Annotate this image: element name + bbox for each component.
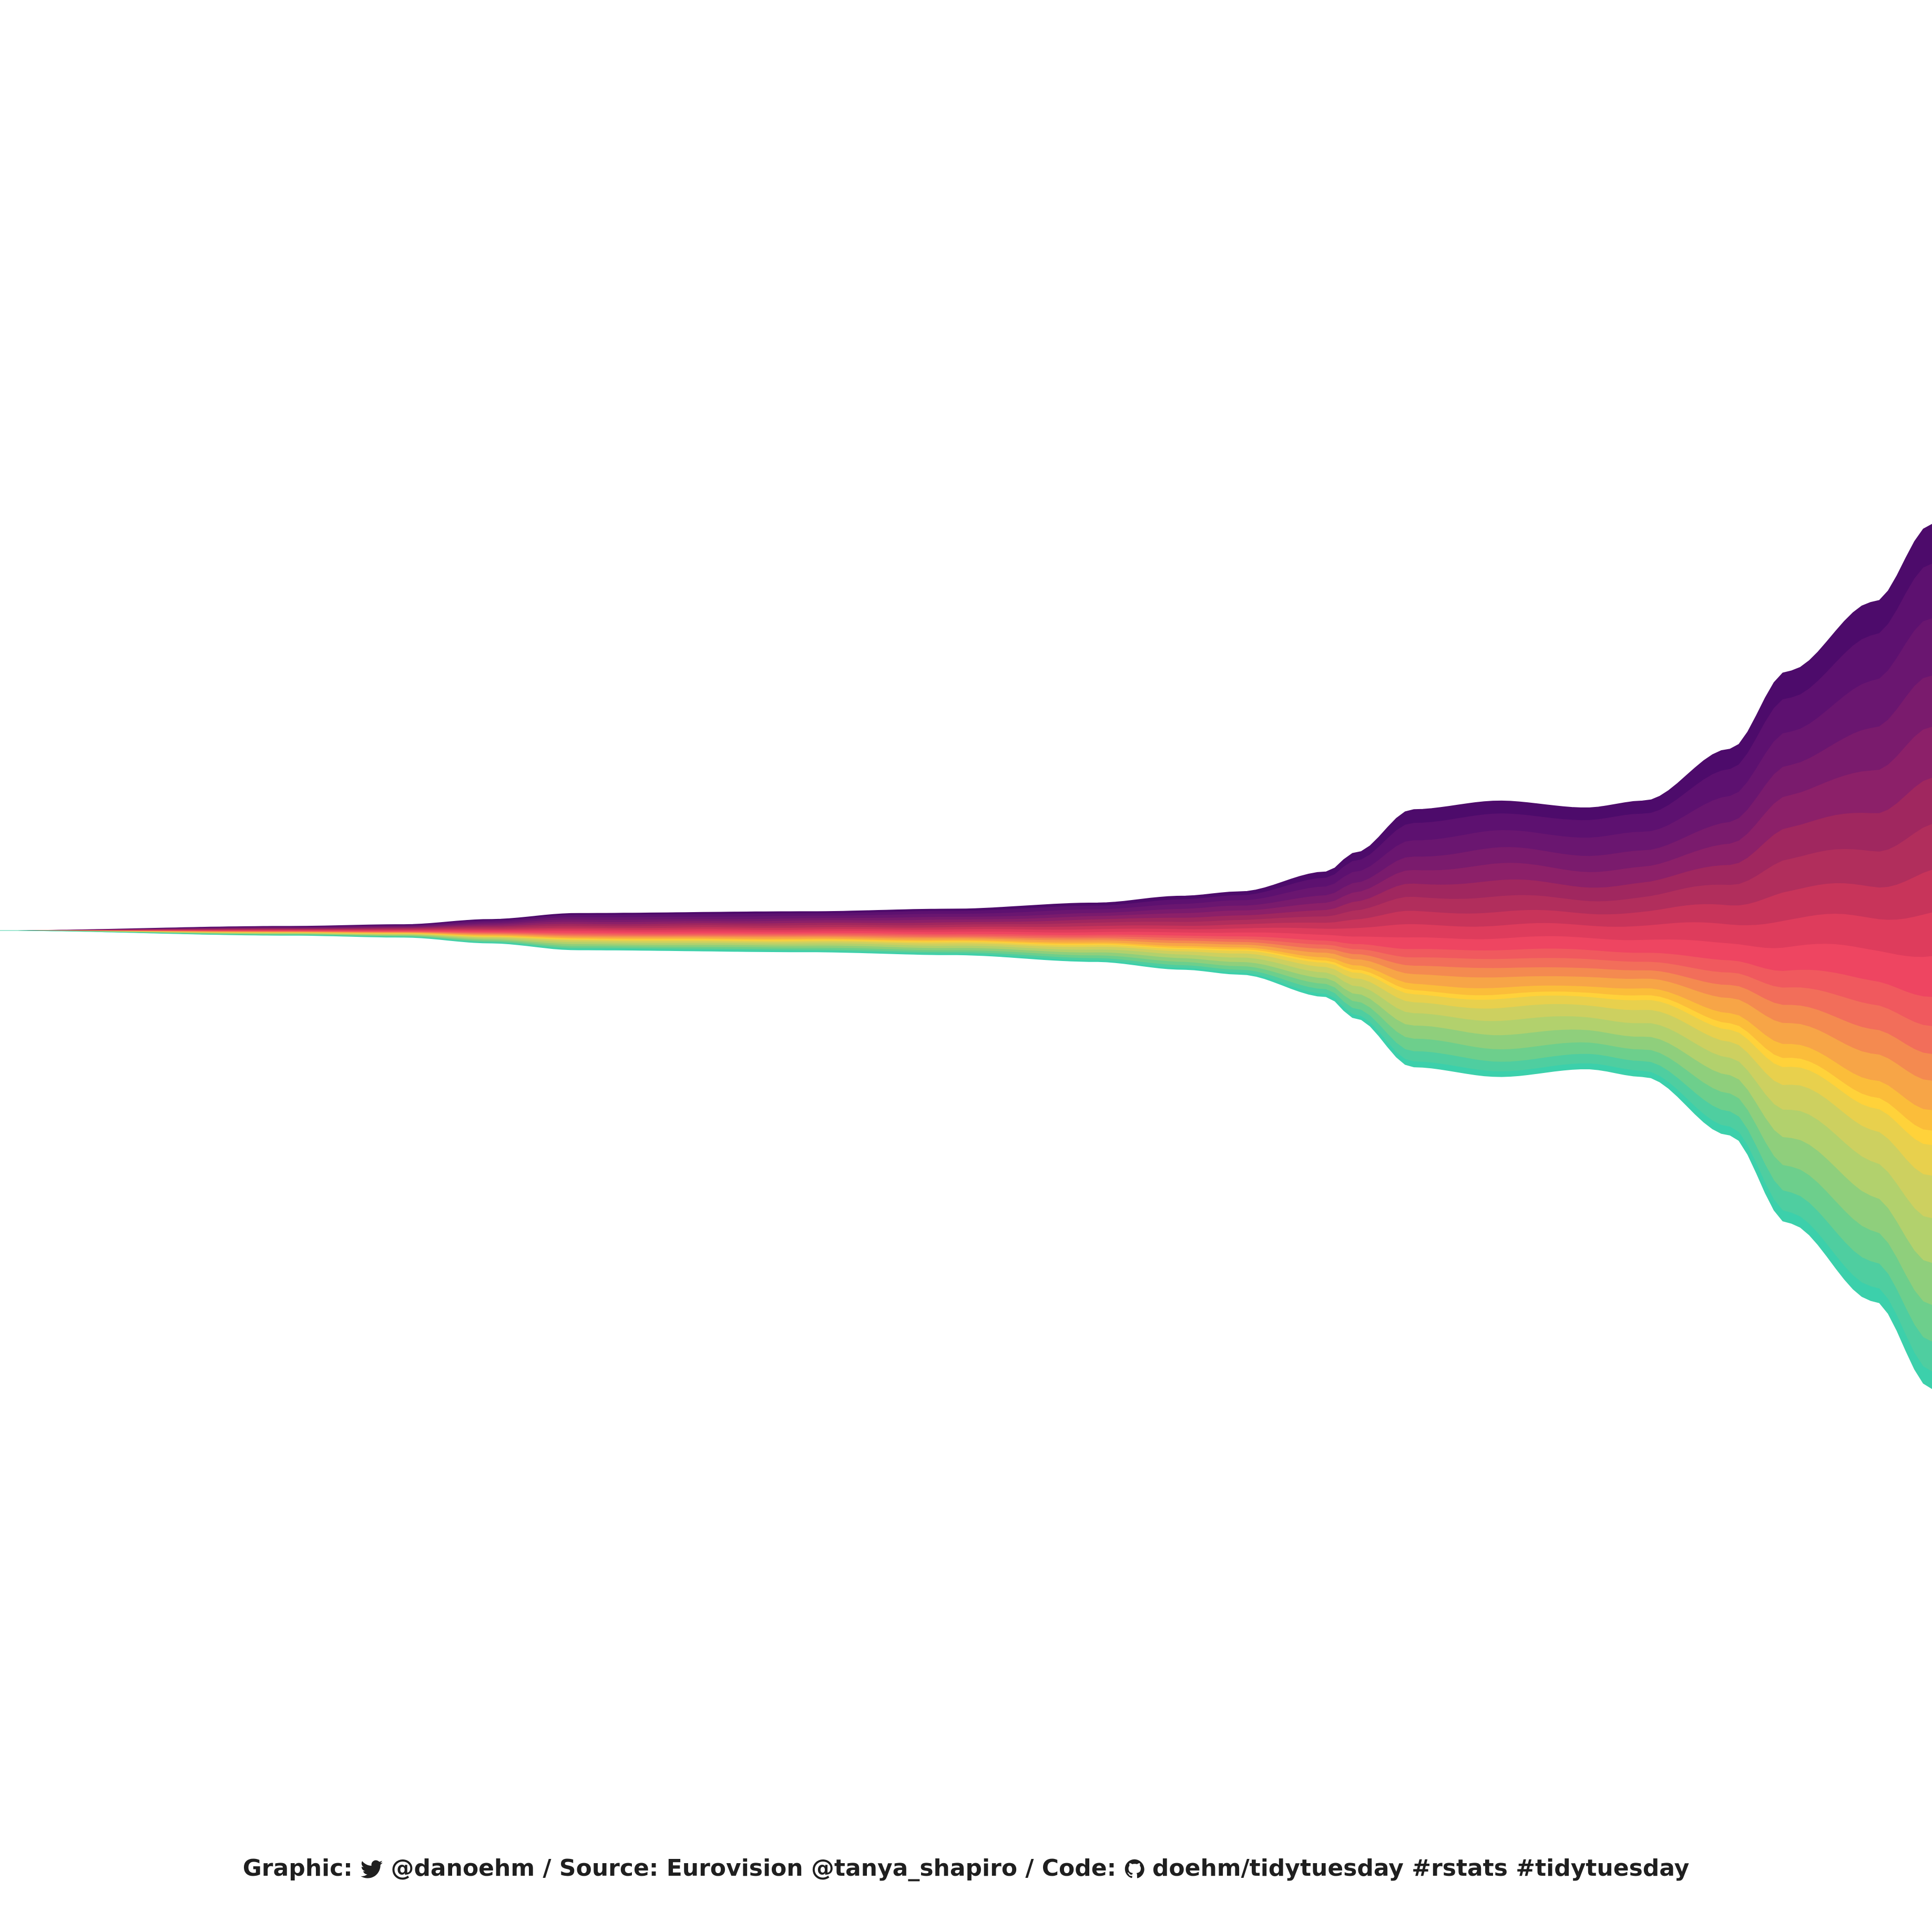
twitter-bird-icon bbox=[361, 1860, 383, 1878]
footer-caption: Graphic: @danoehm / Source: Eurovision @… bbox=[0, 1855, 1932, 1882]
caption-graphic-label: Graphic: bbox=[242, 1855, 353, 1882]
caption-source-text: / Source: Eurovision @tanya_shapiro / Co… bbox=[543, 1855, 1117, 1882]
streamgraph-chart bbox=[0, 524, 1932, 1389]
stream-layer-23 bbox=[0, 930, 1932, 1389]
caption-twitter-handle: @danoehm bbox=[391, 1855, 535, 1882]
stream-layers bbox=[0, 524, 1932, 1389]
caption-code-text: doehm/tidytuesday #rstats #tidytuesday bbox=[1152, 1855, 1690, 1882]
github-octocat-icon bbox=[1125, 1859, 1144, 1878]
